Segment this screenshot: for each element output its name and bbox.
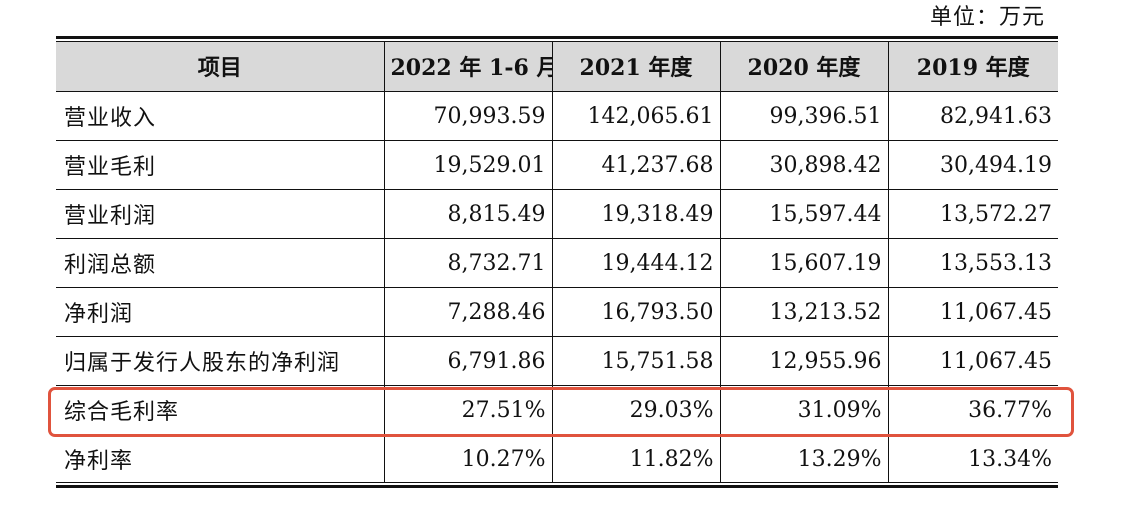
cell-value: 16,793.50 xyxy=(551,287,721,337)
row-label: 利润总额 xyxy=(56,238,385,288)
cell-value: 29.03% xyxy=(551,385,721,435)
cell-value: 8,815.49 xyxy=(383,189,553,239)
header-2019: 2019 年度 xyxy=(887,41,1058,92)
table-row: 归属于发行人股东的净利润 6,791.86 15,751.58 12,955.9… xyxy=(56,336,1058,386)
table-row: 营业利润 8,815.49 19,318.49 15,597.44 13,572… xyxy=(56,189,1058,239)
cell-value: 12,955.96 xyxy=(719,336,889,386)
cell-value: 13,213.52 xyxy=(719,287,889,337)
cell-value: 11,067.45 xyxy=(887,336,1058,386)
cell-value: 30,494.19 xyxy=(887,140,1058,190)
row-label: 营业利润 xyxy=(56,189,385,239)
cell-value: 6,791.86 xyxy=(383,336,553,386)
table-row-highlighted: 综合毛利率 27.51% 29.03% 31.09% 36.77% xyxy=(56,385,1058,435)
header-item: 项目 xyxy=(56,41,385,92)
cell-value: 13.34% xyxy=(887,434,1058,483)
table-row: 营业毛利 19,529.01 41,237.68 30,898.42 30,49… xyxy=(56,140,1058,190)
cell-value: 19,529.01 xyxy=(383,140,553,190)
cell-value: 11.82% xyxy=(551,434,721,483)
financial-summary-table: 项目 2022 年 1-6 月 2021 年度 2020 年度 2019 年度 … xyxy=(56,41,1058,483)
table-row: 营业收入 70,993.59 142,065.61 99,396.51 82,9… xyxy=(56,91,1058,141)
cell-value: 13.29% xyxy=(719,434,889,483)
cell-value: 10.27% xyxy=(383,434,553,483)
financial-table-wrapper: 项目 2022 年 1-6 月 2021 年度 2020 年度 2019 年度 … xyxy=(56,36,1058,488)
cell-value: 19,444.12 xyxy=(551,238,721,288)
row-label: 营业收入 xyxy=(56,91,385,141)
table-row: 利润总额 8,732.71 19,444.12 15,607.19 13,553… xyxy=(56,238,1058,288)
cell-value: 13,572.27 xyxy=(887,189,1058,239)
cell-value: 8,732.71 xyxy=(383,238,553,288)
cell-value: 13,553.13 xyxy=(887,238,1058,288)
cell-value: 11,067.45 xyxy=(887,287,1058,337)
cell-value: 15,597.44 xyxy=(719,189,889,239)
cell-value: 15,607.19 xyxy=(719,238,889,288)
cell-value: 41,237.68 xyxy=(551,140,721,190)
row-label: 净利率 xyxy=(56,434,385,483)
table-row: 净利润 7,288.46 16,793.50 13,213.52 11,067.… xyxy=(56,287,1058,337)
cell-value: 36.77% xyxy=(887,385,1058,435)
unit-note: 单位：万元 xyxy=(930,5,1046,30)
cell-value: 99,396.51 xyxy=(719,91,889,141)
cell-value: 30,898.42 xyxy=(719,140,889,190)
row-label: 归属于发行人股东的净利润 xyxy=(56,336,385,386)
header-2021: 2021 年度 xyxy=(551,41,721,92)
header-2022-h1: 2022 年 1-6 月 xyxy=(383,41,553,92)
table-row: 净利率 10.27% 11.82% 13.29% 13.34% xyxy=(56,434,1058,483)
row-label: 营业毛利 xyxy=(56,140,385,190)
cell-value: 31.09% xyxy=(719,385,889,435)
row-label: 净利润 xyxy=(56,287,385,337)
row-label: 综合毛利率 xyxy=(56,385,385,435)
cell-value: 15,751.58 xyxy=(551,336,721,386)
header-2020: 2020 年度 xyxy=(719,41,889,92)
cell-value: 70,993.59 xyxy=(383,91,553,141)
table-header-row: 项目 2022 年 1-6 月 2021 年度 2020 年度 2019 年度 xyxy=(56,41,1058,92)
cell-value: 19,318.49 xyxy=(551,189,721,239)
cell-value: 7,288.46 xyxy=(383,287,553,337)
cell-value: 82,941.63 xyxy=(887,91,1058,141)
cell-value: 142,065.61 xyxy=(551,91,721,141)
cell-value: 27.51% xyxy=(383,385,553,435)
